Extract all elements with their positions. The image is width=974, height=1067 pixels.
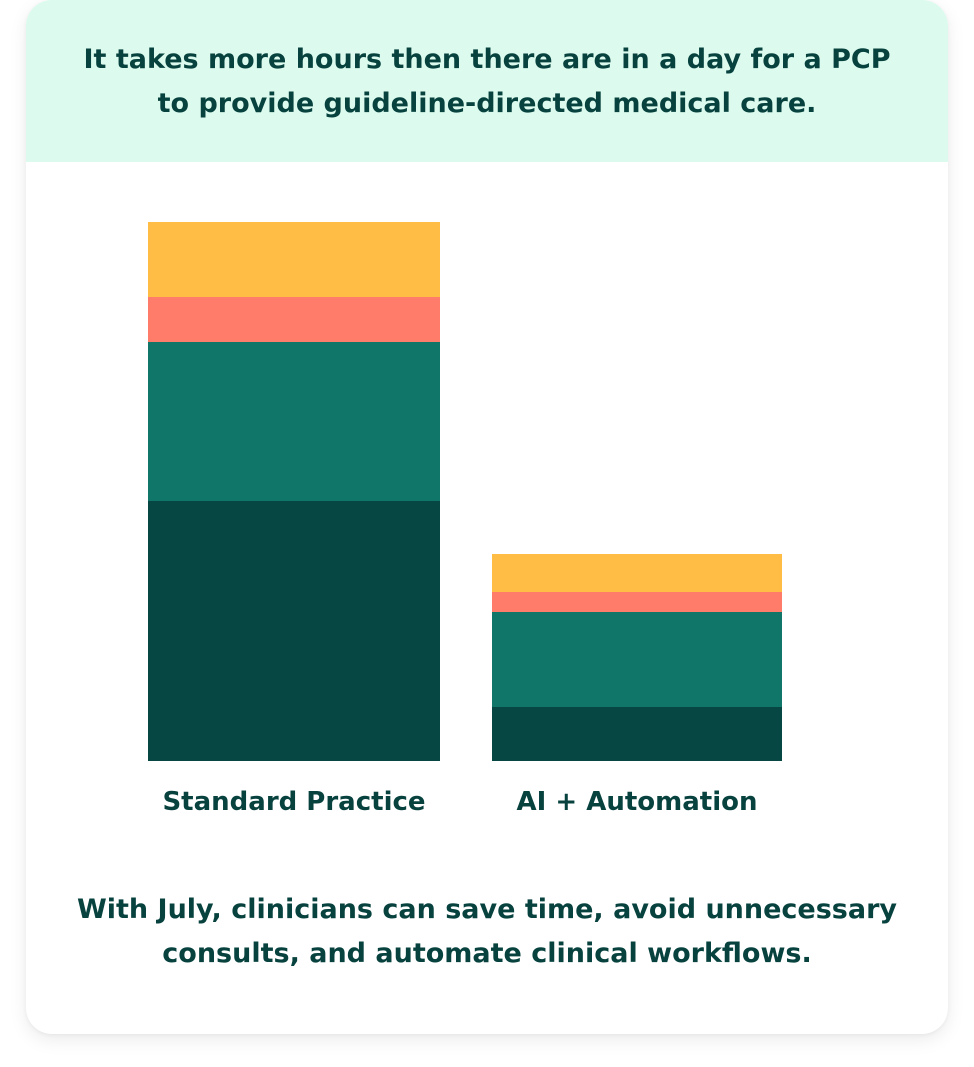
headline-line-2: to provide guideline-directed medical ca… bbox=[157, 88, 817, 119]
category-label-1: Standard Practice bbox=[162, 787, 425, 817]
bar-segment-1-3 bbox=[148, 297, 440, 342]
footer-text: With July, clinicians can save time, avo… bbox=[56, 888, 918, 976]
bar-segment-2-2 bbox=[492, 612, 782, 707]
bar-segment-2-4 bbox=[492, 554, 782, 592]
footer-line-2: consults, and automate clinical workflow… bbox=[162, 938, 812, 969]
bar-segment-1-4 bbox=[148, 222, 440, 297]
stacked-bar-chart: Standard Practice AI + Automation bbox=[148, 222, 782, 817]
bar-segment-2-3 bbox=[492, 592, 782, 612]
headline-line-1: It takes more hours then there are in a … bbox=[83, 44, 891, 75]
category-label-2: AI + Automation bbox=[517, 787, 758, 817]
footer-line-1: With July, clinicians can save time, avo… bbox=[76, 894, 898, 925]
headline: It takes more hours then there are in a … bbox=[66, 38, 908, 126]
infographic-card: It takes more hours then there are in a … bbox=[26, 0, 948, 1034]
header-banner: It takes more hours then there are in a … bbox=[26, 0, 948, 162]
bar-segment-1-2 bbox=[148, 342, 440, 501]
bar-segment-2-1 bbox=[492, 707, 782, 761]
bar-segment-1-1 bbox=[148, 501, 440, 761]
